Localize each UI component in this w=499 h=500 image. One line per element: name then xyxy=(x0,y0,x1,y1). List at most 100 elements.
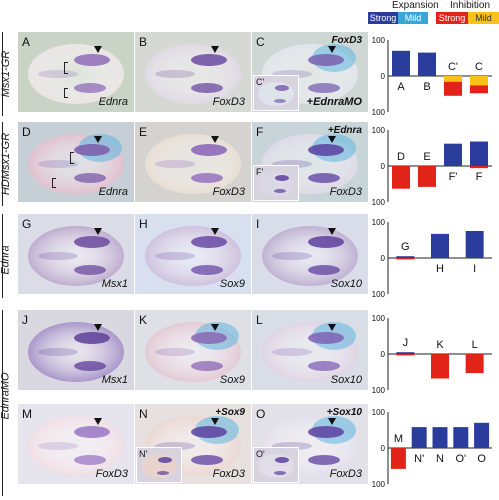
treatment-label: +Sox9 xyxy=(215,407,245,418)
gene-label: FoxD3 xyxy=(212,96,245,108)
bar-expansion xyxy=(465,231,484,258)
bar-expansion xyxy=(392,50,410,76)
category-label: F' xyxy=(449,171,458,183)
y-tick-label: 100 xyxy=(372,290,386,299)
panel-letter: F xyxy=(256,125,264,139)
inset-embryo xyxy=(254,76,298,110)
inset-embryo xyxy=(254,448,298,482)
gene-label: FoxD3 xyxy=(212,186,245,198)
embryo-image xyxy=(135,214,251,294)
category-label: B xyxy=(423,81,430,93)
treatment-label: +Sox10 xyxy=(326,407,362,418)
bar-expansion xyxy=(432,427,448,448)
y-tick-label: 0 xyxy=(381,350,386,359)
y-tick-label: 0 xyxy=(381,162,386,171)
category-label: E xyxy=(423,151,430,163)
inset-letter: F' xyxy=(256,167,264,177)
bar-chart: 100 0 100 J K L xyxy=(368,310,496,398)
category-label: A xyxy=(397,81,405,93)
gene-label: Ednra xyxy=(98,96,128,108)
bar-inhibition xyxy=(431,354,449,379)
arrowhead-icon xyxy=(211,228,219,235)
gene-label: Sox9 xyxy=(219,374,245,386)
bar-inhibition xyxy=(444,81,462,96)
bracket-icon xyxy=(64,88,68,98)
chart-svg: 100 0 100 G H I xyxy=(372,218,492,299)
category-label: O' xyxy=(455,453,466,465)
category-label: M xyxy=(394,433,403,445)
panel-letter: J xyxy=(22,313,28,327)
gene-label: FoxD3 xyxy=(329,186,362,198)
inset-letter: C' xyxy=(256,77,265,87)
bar-inhibition xyxy=(396,354,415,356)
category-label: F xyxy=(476,171,483,183)
arrowhead-icon xyxy=(328,324,336,331)
arrowhead-icon xyxy=(211,136,219,143)
gene-label: Msx1 xyxy=(101,374,128,386)
gene-label: Sox10 xyxy=(330,374,362,386)
arrowhead-icon xyxy=(211,324,219,331)
bracket-icon xyxy=(52,178,56,188)
chart-svg: 100 0 100 J K L xyxy=(372,314,492,395)
y-tick-label: 100 xyxy=(372,36,386,45)
bar-inhibition xyxy=(444,76,462,82)
bar-inhibition xyxy=(418,166,436,187)
y-tick-label: 100 xyxy=(372,218,386,227)
legend-expansion-title: Expansion xyxy=(392,0,439,11)
embryo-image xyxy=(252,214,368,294)
embryo-panel: I Sox10 xyxy=(252,214,368,294)
inset-embryo xyxy=(254,166,298,200)
chart-svg: 100 0 100 M N' N O' O xyxy=(372,408,492,489)
bar-inhibition xyxy=(392,166,410,189)
embryo-panel: K Sox9 xyxy=(135,310,251,390)
category-label: N' xyxy=(414,453,424,465)
inset-image: O' xyxy=(253,447,299,483)
bar-inhibition xyxy=(396,258,415,260)
bar-expansion xyxy=(431,233,449,258)
category-label: J xyxy=(403,337,409,349)
gene-label: FoxD3 xyxy=(212,468,245,480)
row-divider xyxy=(2,310,3,496)
panel-letter: N xyxy=(139,407,148,421)
arrowhead-icon xyxy=(94,46,102,53)
legend-inhibition-mild-swatch: Mild xyxy=(468,12,499,24)
inset-image: F' xyxy=(253,165,299,201)
gene-label: FoxD3 xyxy=(329,468,362,480)
y-tick-label: 0 xyxy=(381,254,386,263)
treatment-label: FoxD3 xyxy=(331,35,362,46)
arrowhead-icon xyxy=(328,136,336,143)
embryo-panel: M FoxD3 xyxy=(18,404,134,484)
y-tick-label: 100 xyxy=(372,108,386,117)
arrowhead-icon xyxy=(328,418,336,425)
arrowhead-icon xyxy=(94,324,102,331)
panel-letter: I xyxy=(256,217,260,231)
y-tick-label: 100 xyxy=(372,126,386,135)
category-label: C' xyxy=(448,61,458,73)
y-tick-label: 100 xyxy=(372,480,386,489)
arrowhead-icon xyxy=(328,228,336,235)
arrowhead-icon xyxy=(211,418,219,425)
inset-embryo xyxy=(137,448,181,482)
y-tick-label: 100 xyxy=(372,408,386,417)
bar-expansion xyxy=(396,256,415,258)
embryo-panel: G Msx1 xyxy=(18,214,134,294)
inset-treatment-label: +EdnraMO xyxy=(306,96,362,108)
embryo-panel: O FoxD3 +Sox10 O' xyxy=(252,404,368,484)
inset-letter: N' xyxy=(139,449,148,459)
category-label: C xyxy=(475,61,483,73)
embryo-panel: J Msx1 xyxy=(18,310,134,390)
embryo-panel: D Ednra xyxy=(18,122,134,202)
embryo-image xyxy=(18,122,134,202)
bar-expansion xyxy=(444,143,462,166)
embryo-panel: N FoxD3 +Sox9 N' xyxy=(135,404,251,484)
row-divider xyxy=(2,214,3,298)
embryo-panel: B FoxD3 xyxy=(135,32,251,112)
embryo-image xyxy=(18,404,134,484)
embryo-image xyxy=(135,122,251,202)
bar-expansion xyxy=(418,52,436,76)
gene-label: Ednra xyxy=(98,186,128,198)
legend-expansion-mild-swatch: Mild xyxy=(398,12,428,24)
embryo-image xyxy=(135,32,251,112)
row-divider xyxy=(2,122,3,206)
panel-letter: E xyxy=(139,125,148,139)
